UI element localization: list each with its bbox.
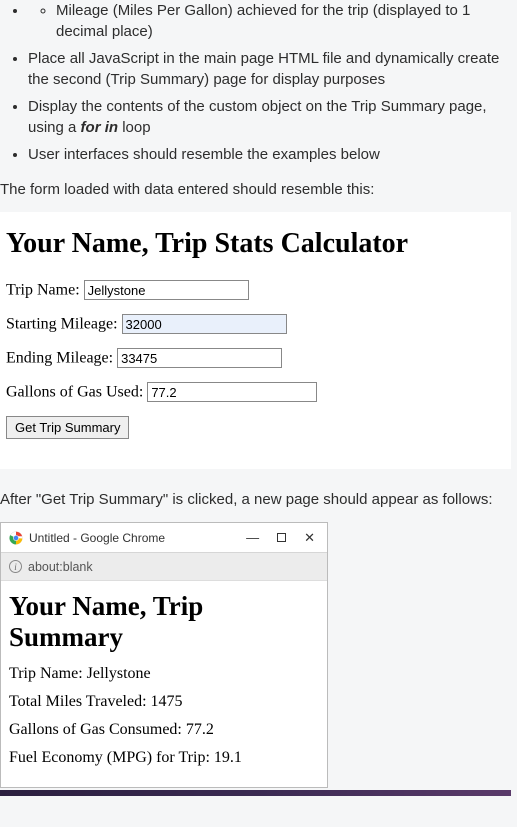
starting-mileage-input[interactable] bbox=[122, 314, 287, 334]
get-trip-summary-button[interactable]: Get Trip Summary bbox=[6, 416, 129, 439]
form-title: Your Name, Trip Stats Calculator bbox=[6, 228, 505, 260]
trip-name-label: Trip Name: bbox=[6, 282, 84, 299]
ending-mileage-row: Ending Mileage: bbox=[6, 348, 505, 368]
popup-heading: Your Name, Trip Summary bbox=[9, 591, 319, 653]
maximize-icon[interactable] bbox=[277, 533, 286, 542]
info-icon: i bbox=[9, 560, 22, 573]
address-text: about:blank bbox=[28, 560, 93, 574]
close-icon[interactable]: ✕ bbox=[304, 531, 315, 544]
list-item: Mileage (Miles Per Gallon) achieved for … bbox=[28, 0, 511, 42]
summary-mpg: Fuel Economy (MPG) for Trip: 19.1 bbox=[9, 749, 319, 767]
form-intro-text: The form loaded with data entered should… bbox=[0, 179, 509, 200]
summary-trip-name: Trip Name: Jellystone bbox=[9, 665, 319, 683]
gallons-row: Gallons of Gas Used: bbox=[6, 382, 505, 402]
address-bar: i about:blank bbox=[1, 553, 327, 581]
list-item-place-js: Place all JavaScript in the main page HT… bbox=[28, 48, 511, 90]
minimize-icon[interactable]: — bbox=[246, 531, 259, 544]
ending-mileage-label: Ending Mileage: bbox=[6, 350, 117, 367]
gallons-label: Gallons of Gas Used: bbox=[6, 384, 147, 401]
ending-mileage-input[interactable] bbox=[117, 348, 282, 368]
window-title: Untitled - Google Chrome bbox=[29, 531, 246, 545]
starting-mileage-label: Starting Mileage: bbox=[6, 316, 122, 333]
bottom-accent-bar bbox=[0, 790, 511, 796]
list-item-ui: User interfaces should resemble the exam… bbox=[28, 144, 511, 165]
popup-intro-text: After "Get Trip Summary" is clicked, a n… bbox=[0, 489, 509, 510]
form-example-panel: Your Name, Trip Stats Calculator Trip Na… bbox=[0, 212, 511, 469]
chrome-icon bbox=[9, 531, 23, 545]
trip-name-input[interactable] bbox=[84, 280, 249, 300]
trip-name-row: Trip Name: bbox=[6, 280, 505, 300]
starting-mileage-row: Starting Mileage: bbox=[6, 314, 505, 334]
for-in-keyword: for in bbox=[81, 119, 119, 136]
requirements-list: Mileage (Miles Per Gallon) achieved for … bbox=[0, 0, 511, 165]
window-titlebar: Untitled - Google Chrome — ✕ bbox=[1, 523, 327, 553]
text-post: loop bbox=[118, 119, 151, 136]
summary-gallons: Gallons of Gas Consumed: 77.2 bbox=[9, 721, 319, 739]
gallons-input[interactable] bbox=[147, 382, 317, 402]
summary-total-miles: Total Miles Traveled: 1475 bbox=[9, 693, 319, 711]
popup-window: Untitled - Google Chrome — ✕ i about:bla… bbox=[0, 522, 328, 788]
list-item-mileage: Mileage (Miles Per Gallon) achieved for … bbox=[56, 0, 511, 42]
list-item-display: Display the contents of the custom objec… bbox=[28, 96, 511, 138]
